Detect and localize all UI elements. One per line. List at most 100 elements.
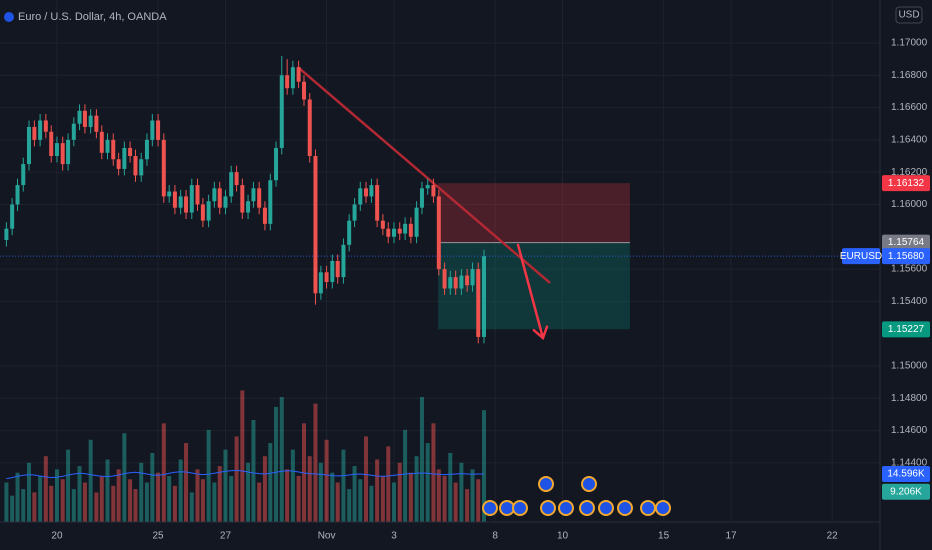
- candle-body: [133, 156, 138, 176]
- volume-bar: [341, 449, 346, 522]
- volume-bar: [375, 459, 380, 522]
- event-icon[interactable]: [640, 500, 656, 516]
- volume-ma-line: [6, 469, 484, 480]
- volume-bar: [4, 482, 9, 522]
- candle-body: [144, 139, 149, 160]
- volume-bar: [476, 479, 481, 522]
- volume-bar: [206, 429, 211, 522]
- candle-body: [246, 201, 251, 213]
- volume-bar: [285, 469, 290, 522]
- volume-bar: [43, 456, 48, 522]
- event-icon[interactable]: [482, 500, 498, 516]
- candle-body: [116, 159, 121, 169]
- volume-bar: [111, 485, 116, 522]
- volume-bar: [77, 466, 82, 522]
- volume-bar: [167, 475, 172, 522]
- candle-body: [386, 228, 391, 237]
- candle-body: [279, 75, 284, 148]
- candle-body: [189, 185, 194, 213]
- volume-bar: [229, 475, 234, 522]
- volume-bar: [274, 406, 279, 522]
- event-icon[interactable]: [655, 500, 671, 516]
- volume-bar: [178, 459, 183, 522]
- target-zone: [438, 242, 630, 330]
- candle-body: [274, 147, 279, 181]
- candle-body: [397, 228, 402, 234]
- symbol-tag-box: [842, 248, 880, 265]
- price-label: 1.15227: [888, 324, 925, 335]
- x-tick-label: 17: [725, 531, 737, 542]
- volume-bar: [161, 423, 166, 522]
- event-icon[interactable]: [598, 500, 614, 516]
- volume-label: 14.596K: [887, 469, 925, 480]
- volume-label: 9.206K: [890, 486, 922, 497]
- candle-body: [217, 188, 222, 208]
- candle-body: [66, 139, 71, 165]
- volume-bar: [54, 469, 59, 522]
- price-label-box: [882, 248, 930, 265]
- event-icon[interactable]: [538, 476, 554, 492]
- y-tick-label: 1.16800: [891, 70, 928, 81]
- volume-bar: [139, 462, 144, 522]
- candle-body: [330, 261, 335, 282]
- volume-bar: [10, 495, 15, 522]
- volume-bar: [408, 472, 413, 522]
- event-icon[interactable]: [540, 500, 556, 516]
- x-tick-label: Nov: [318, 531, 336, 542]
- volume-bar: [49, 485, 54, 522]
- volume-bar: [94, 492, 99, 522]
- volume-bar: [88, 439, 93, 522]
- volume-bar: [307, 456, 312, 522]
- volume-pane: [4, 390, 486, 522]
- event-icon[interactable]: [581, 476, 597, 492]
- candle-body: [459, 275, 464, 289]
- y-tick-label: 1.14600: [891, 425, 928, 436]
- x-tick-label: 25: [153, 531, 165, 542]
- volume-bar: [318, 462, 323, 522]
- grid: [0, 0, 880, 522]
- event-icon[interactable]: [558, 500, 574, 516]
- volume-bar: [279, 397, 284, 522]
- candle-body: [262, 207, 267, 224]
- candle-body: [442, 269, 447, 289]
- candle-body: [195, 185, 200, 205]
- volume-bar: [128, 479, 133, 522]
- candle-body: [453, 277, 458, 289]
- candle-body: [54, 143, 59, 157]
- volume-bar: [386, 446, 391, 522]
- event-icon[interactable]: [617, 500, 633, 516]
- volume-bar: [150, 452, 155, 522]
- trend-line: [297, 66, 551, 284]
- chart-title: Euro / U.S. Dollar, 4h, OANDA: [18, 11, 167, 23]
- volume-bar: [26, 462, 31, 522]
- event-icon[interactable]: [499, 500, 515, 516]
- volume-bar: [358, 479, 363, 522]
- candle-body: [285, 75, 290, 89]
- arrow: [516, 243, 549, 341]
- candle-body: [223, 196, 228, 208]
- volume-bar: [38, 475, 43, 522]
- x-tick-label: 22: [827, 531, 839, 542]
- candle-body: [318, 272, 323, 294]
- volume-bar: [414, 456, 419, 522]
- currency[interactable]: USD: [898, 10, 919, 21]
- candle-body: [167, 191, 172, 197]
- event-icon[interactable]: [512, 500, 528, 516]
- volume-bar: [122, 433, 127, 522]
- volume-bar: [212, 482, 217, 522]
- event-icons: [482, 476, 671, 516]
- candle-body: [335, 261, 340, 278]
- currency-button[interactable]: [895, 6, 923, 24]
- candle-body: [352, 204, 357, 221]
- y-tick-label: 1.16600: [891, 102, 928, 113]
- volume-bar: [234, 436, 239, 522]
- candle-body: [391, 228, 396, 237]
- event-icon[interactable]: [579, 500, 595, 516]
- y-tick-label: 1.15600: [891, 264, 928, 275]
- candle-body: [150, 120, 155, 140]
- price-label: 1.16132: [888, 178, 925, 189]
- x-tick-label: 8: [492, 531, 498, 542]
- candle-body: [32, 126, 37, 140]
- volume-bar: [195, 469, 200, 522]
- candle-body: [307, 99, 312, 157]
